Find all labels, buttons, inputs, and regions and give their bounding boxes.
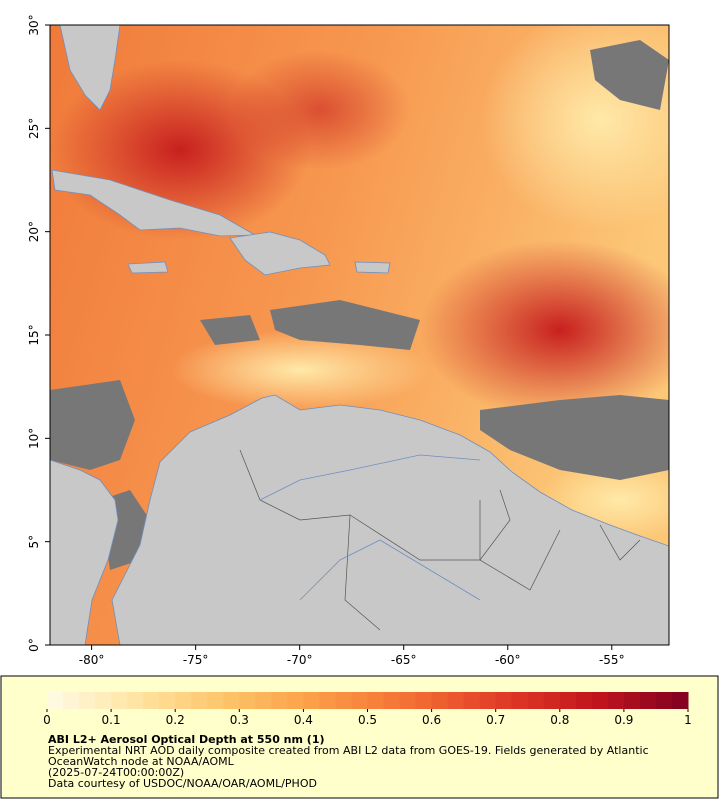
colorbar-swatch — [463, 692, 481, 709]
y-tick-label: 10° — [27, 428, 41, 449]
colorbar-swatch — [111, 692, 128, 709]
y-tick-label: 0° — [27, 638, 41, 652]
colorbar-swatch — [351, 692, 368, 709]
borders — [239, 449, 641, 631]
clouds — [50, 40, 669, 570]
cloud — [270, 300, 420, 350]
central-america — [50, 459, 119, 645]
colorbar-tick-label: 0.5 — [358, 713, 377, 727]
colorbar-swatch — [207, 692, 224, 709]
colorbar-tick-label: 1 — [684, 713, 692, 727]
colorbar-swatch — [383, 692, 401, 709]
colorbar-swatch — [287, 692, 304, 709]
land — [50, 25, 669, 645]
colorbar-swatch — [79, 692, 96, 709]
colorbar-swatch — [559, 692, 577, 709]
colorbar-swatch — [495, 692, 513, 709]
rivers — [259, 454, 481, 601]
river — [259, 454, 481, 501]
colorbar-swatch — [655, 692, 673, 709]
legend-line: Experimental NRT AOD daily composite cre… — [48, 744, 649, 757]
border — [599, 524, 641, 561]
colorbar-swatch — [319, 692, 336, 709]
colorbar-swatch — [399, 692, 417, 709]
south-america — [111, 394, 669, 645]
colorbar-tick-label: 0.9 — [614, 713, 633, 727]
colorbar-swatch — [607, 692, 625, 709]
colorbar-swatch — [159, 692, 176, 709]
legend-line: OceanWatch node at NOAA/AOML — [48, 755, 235, 768]
colorbar-tick-label: 0.6 — [422, 713, 441, 727]
colorbar-swatch — [191, 692, 208, 709]
x-tick-label: -80° — [79, 653, 105, 667]
colorbar-swatch — [367, 692, 385, 709]
x-tick-label: -60° — [495, 653, 521, 667]
colorbar-swatch — [479, 692, 497, 709]
colorbar-tick-label: 0.1 — [102, 713, 121, 727]
colorbar-swatch — [415, 692, 433, 709]
puerto-rico — [354, 261, 391, 274]
map — [50, 25, 669, 645]
y-tick-label: 30° — [27, 14, 41, 35]
colorbar-swatch — [303, 692, 320, 709]
colorbar-swatch — [143, 692, 160, 709]
colorbar-swatch — [223, 692, 240, 709]
river — [299, 539, 481, 601]
x-tick-label: -55° — [599, 653, 625, 667]
x-tick-label: -75° — [183, 653, 209, 667]
cloud — [50, 380, 135, 470]
jamaica — [127, 261, 169, 274]
colorbar: 0 0.1 0.2 0.3 0.4 0.5 0.6 0.7 0.8 0.9 1 — [43, 692, 692, 727]
y-tick-label: 20° — [27, 221, 41, 242]
colorbar-tick-label: 0.8 — [550, 713, 569, 727]
colorbar-swatch — [575, 692, 593, 709]
florida — [59, 25, 121, 111]
colorbar-swatch — [639, 692, 657, 709]
aod-high — [420, 240, 669, 420]
hispaniola — [229, 231, 331, 276]
colorbar-tick-label: 0.7 — [486, 713, 505, 727]
colorbar-swatch — [255, 692, 272, 709]
x-tick-label: -65° — [391, 653, 417, 667]
colorbar-swatch — [447, 692, 465, 709]
aod-low — [170, 330, 430, 410]
cloud — [480, 395, 669, 480]
cuba — [51, 169, 257, 237]
y-tick-label: 25° — [27, 118, 41, 139]
legend-title: ABI L2+ Aerosol Optical Depth at 550 nm … — [48, 733, 325, 746]
colorbar-swatch — [623, 692, 641, 709]
colorbar-swatch — [175, 692, 192, 709]
legend-line: (2025-07-24T00:00:00Z) — [48, 766, 184, 779]
aod-high — [230, 50, 410, 170]
colorbar-swatch — [591, 692, 609, 709]
colorbar-swatch — [63, 692, 80, 709]
cloud — [590, 40, 669, 110]
border — [239, 449, 381, 631]
colorbar-swatch — [127, 692, 144, 709]
colorbar-swatch — [335, 692, 352, 709]
colorbar-tick-label: 0.4 — [294, 713, 313, 727]
colorbar-swatch — [95, 692, 112, 709]
axes: -80° -75° -70° -65° -60° -55° 0° 5° 10° 15° 20° 25°… — [27, 14, 625, 667]
colorbar-tick-label: 0.2 — [166, 713, 185, 727]
colorbar-swatch — [527, 692, 545, 709]
colorbar-swatch — [239, 692, 256, 709]
colorbar-tick-label: 0.3 — [230, 713, 249, 727]
y-tick-label: 15° — [27, 324, 41, 345]
y-tick-label: 5° — [27, 535, 41, 549]
colorbar-swatch — [671, 692, 689, 709]
legend-line: Data courtesy of USDOC/NOAA/OAR/AOML/PHO… — [48, 777, 317, 790]
colorbar-swatch — [511, 692, 529, 709]
colorbar-swatch — [47, 692, 64, 709]
colorbar-swatch — [543, 692, 561, 709]
x-tick-label: -70° — [287, 653, 313, 667]
cloud — [200, 315, 260, 345]
aod-low — [480, 25, 669, 230]
colorbar-swatch — [431, 692, 449, 709]
colorbar-swatch — [271, 692, 288, 709]
border — [479, 500, 561, 591]
colorbar-tick-label: 0 — [43, 713, 51, 727]
